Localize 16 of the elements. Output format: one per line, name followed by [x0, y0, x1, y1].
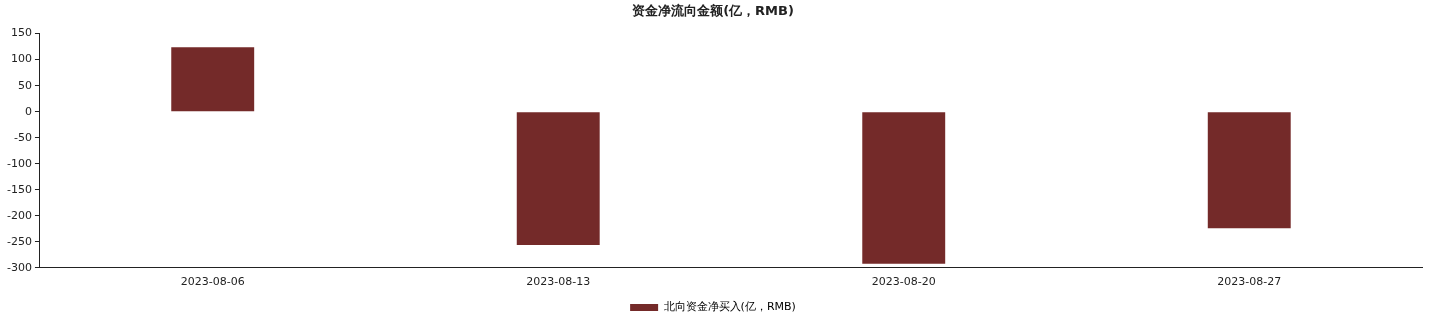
x-tick-label: 2023-08-13	[526, 275, 591, 289]
x-tick-label: 2023-08-20	[871, 275, 936, 289]
chart-title: 资金净流向金额(亿，RMB)	[632, 3, 794, 19]
legend-label: 北向资金净买入(亿，RMB)	[663, 300, 796, 314]
y-tick-label: -250	[7, 234, 32, 248]
x-tick-label: 2023-08-06	[180, 275, 245, 289]
y-tick-label: -150	[7, 182, 32, 196]
y-tick-label: -200	[7, 208, 32, 222]
y-tick-label: 150	[10, 26, 32, 40]
y-tick-label: -300	[7, 260, 32, 274]
y-tick-label: 0	[24, 104, 32, 118]
y-tick-label: 50	[17, 78, 32, 92]
y-tick-label: 100	[10, 52, 32, 66]
y-tick-label: -50	[14, 130, 32, 144]
y-tick-label: -100	[7, 156, 32, 170]
x-tick-label: 2023-08-27	[1217, 275, 1282, 289]
